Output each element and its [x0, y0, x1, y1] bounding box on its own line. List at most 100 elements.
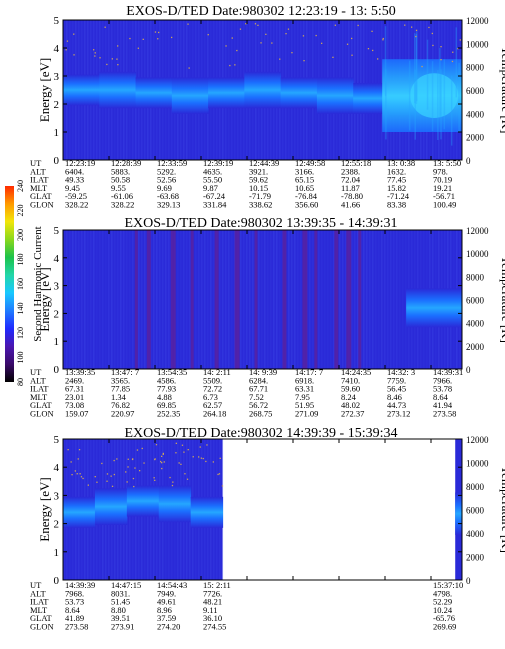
info-cell: -78.80 [341, 191, 363, 201]
row-label: MLT [30, 605, 48, 615]
streak [300, 230, 302, 369]
energy-band [135, 77, 173, 109]
bright-streak [440, 69, 442, 140]
streak [240, 230, 242, 369]
row-label: GLAT [30, 191, 53, 201]
streak [294, 230, 296, 369]
streak [75, 230, 77, 369]
streak [225, 230, 227, 369]
y2-tick-label: 2000 [466, 133, 485, 143]
speck [82, 477, 84, 480]
bright-streak [414, 69, 417, 140]
speck [440, 59, 442, 61]
streak [309, 230, 311, 369]
info-cell: 9.87 [203, 183, 218, 193]
speck [287, 28, 290, 30]
speck [154, 31, 157, 33]
y-axis-label: Energy [eV] [37, 267, 52, 331]
row-label: UT [30, 367, 42, 377]
y2-tick-label: 2000 [466, 553, 485, 563]
speck [66, 40, 69, 42]
streak [105, 230, 107, 369]
y-axis-label: Energy [eV] [37, 477, 52, 541]
info-cell: 55.50 [203, 175, 222, 185]
info-cell: 62.57 [203, 400, 222, 410]
speck [181, 444, 184, 446]
info-cell: 273.58 [65, 622, 88, 632]
streak [102, 230, 104, 369]
streak [123, 230, 125, 369]
speck [372, 49, 374, 52]
y2-tick-label: 8000 [466, 63, 485, 73]
speck [94, 52, 96, 54]
info-cell: 9.11 [203, 605, 218, 615]
colorbar-tick-label: 180 [16, 254, 25, 266]
speck [163, 461, 165, 463]
speck [440, 46, 442, 48]
speck [229, 64, 231, 67]
bright-streak [458, 62, 460, 133]
streak [96, 230, 98, 369]
panel-title: EXOS-D/TED Date:980302 12:23:19 - 13: 5:… [126, 4, 395, 19]
y2-tick-label: 4000 [466, 109, 485, 119]
y-tick-label: 4 [54, 43, 60, 55]
speck [202, 457, 204, 460]
y2-tick-label: 12000 [466, 226, 489, 236]
dark-stripe [146, 230, 151, 369]
speck [141, 447, 143, 450]
bright-streak [437, 70, 439, 141]
speck [160, 460, 162, 463]
late-band [406, 288, 462, 328]
bright-streak [450, 75, 453, 146]
info-cell: 15: 2:11 [203, 580, 231, 590]
y-tick-label: 4 [54, 253, 60, 265]
streak [111, 230, 113, 369]
speck [175, 452, 177, 454]
speck [113, 459, 115, 462]
y-tick-label: 1 [54, 127, 60, 139]
bright-streak [426, 39, 429, 110]
speck [153, 477, 155, 479]
streak [297, 230, 299, 369]
streak [396, 230, 398, 369]
speck [126, 481, 128, 483]
streak [120, 230, 122, 369]
info-cell: -63.68 [157, 191, 179, 201]
speck [415, 35, 417, 38]
speck [200, 457, 202, 459]
streak [369, 230, 371, 369]
y-tick-label: 4 [54, 462, 60, 474]
speck [104, 26, 106, 28]
streak [252, 230, 254, 369]
info-cell: 13: 5:50 [433, 158, 461, 168]
info-cell: 14:54:43 [157, 580, 187, 590]
speck [129, 37, 131, 40]
streak [66, 230, 68, 369]
speck [67, 449, 69, 451]
info-cell: 73.08 [65, 400, 84, 410]
info-cell: 56.45 [387, 384, 406, 394]
speck [137, 47, 139, 49]
speck [93, 49, 95, 51]
streak [195, 230, 197, 369]
dark-stripe [302, 230, 308, 369]
streak [351, 230, 353, 369]
streak [372, 230, 374, 369]
speck [371, 30, 373, 32]
speck [452, 51, 454, 53]
info-cell: -61.06 [111, 191, 133, 201]
y-tick-label: 0 [54, 155, 60, 167]
speck [257, 24, 259, 26]
info-cell: 5883. [111, 166, 130, 176]
y2-tick-label: 4000 [466, 319, 485, 329]
row-label: GLON [30, 409, 54, 419]
info-cell: 52.29 [433, 597, 452, 607]
bright-streak [455, 27, 458, 98]
row-label: GLON [30, 200, 54, 210]
info-cell: 12:44:39 [249, 158, 279, 168]
info-cell: -67.24 [203, 191, 226, 201]
info-cell: 273.58 [433, 409, 456, 419]
info-cell: 273.91 [111, 622, 134, 632]
info-cell: 72.04 [341, 175, 361, 185]
speck [432, 44, 434, 47]
